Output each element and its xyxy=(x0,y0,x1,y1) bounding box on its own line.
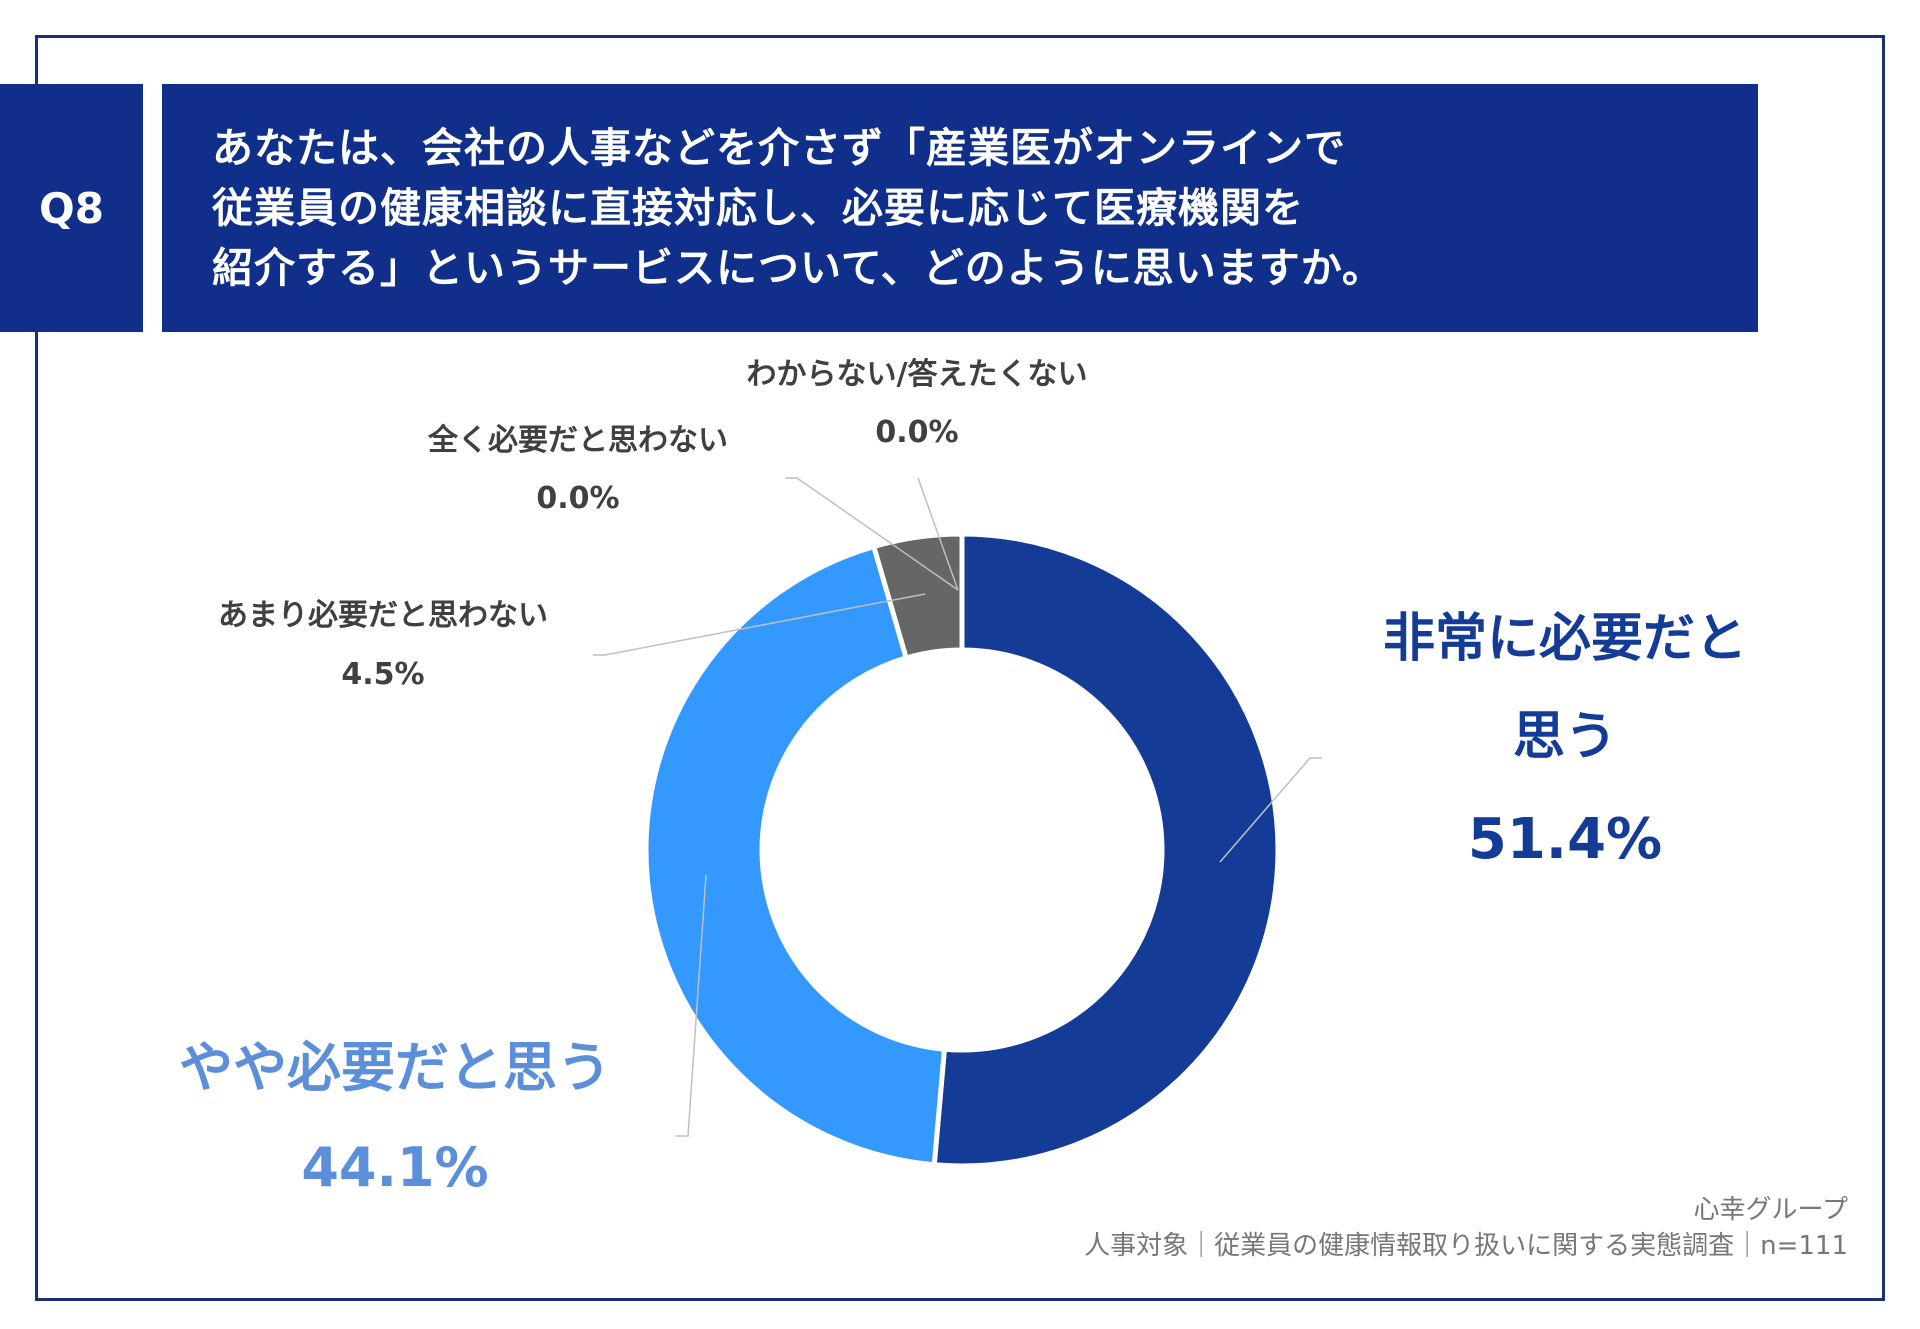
value-label-1: 51.4% xyxy=(1468,807,1662,872)
footer-company: 心幸グループ xyxy=(1693,1195,1848,1225)
question-text: あなたは、会社の人事などを介さず「産業医がオンラインで 従業員の健康相談に直接対… xyxy=(212,118,1384,298)
chart-frame xyxy=(35,35,1885,1301)
question-number: Q8 xyxy=(39,183,104,233)
leader-line-5 xyxy=(917,477,959,591)
footer-survey: 人事対象｜従業員の健康情報取り扱いに関する実態調査｜n=111 xyxy=(1084,1231,1848,1261)
leader-line-3 xyxy=(593,593,926,656)
category-label-1-line-1: 非常に必要だと xyxy=(1383,609,1747,669)
question-line-1: あなたは、会社の人事などを介さず「産業医がオンラインで xyxy=(212,124,1346,172)
question-badge: Q8 xyxy=(0,84,143,332)
question-line-3: 紹介する」というサービスについて、どのように思いますか。 xyxy=(212,244,1384,292)
category-label-5: わからない/答えたくない xyxy=(747,357,1088,392)
leader-line-2 xyxy=(676,874,707,1137)
question-box: あなたは、会社の人事などを介さず「産業医がオンラインで 従業員の健康相談に直接対… xyxy=(162,84,1758,332)
question-line-2: 従業員の健康相談に直接対応し、必要に応じて医療機関を xyxy=(212,184,1304,232)
footer: 心幸グループ 人事対象｜従業員の健康情報取り扱いに関する実態調査｜n=111 xyxy=(1084,1192,1848,1264)
category-label-4: 全く必要だと思わない xyxy=(427,423,728,458)
value-label-3: 4.5% xyxy=(341,657,424,692)
leader-line-1 xyxy=(1219,757,1322,863)
category-label-1-line-2: 思う xyxy=(1513,707,1617,767)
leader-line-4 xyxy=(785,477,959,591)
value-label-2: 44.1% xyxy=(301,1136,488,1199)
slice-1 xyxy=(931,531,1281,1169)
category-label-3: あまり必要だと思わない xyxy=(218,598,548,633)
value-label-5: 0.0% xyxy=(875,415,958,450)
category-label-2: やや必要だと思う xyxy=(179,1036,611,1099)
value-label-4: 0.0% xyxy=(536,481,619,516)
slice-2 xyxy=(643,543,948,1168)
